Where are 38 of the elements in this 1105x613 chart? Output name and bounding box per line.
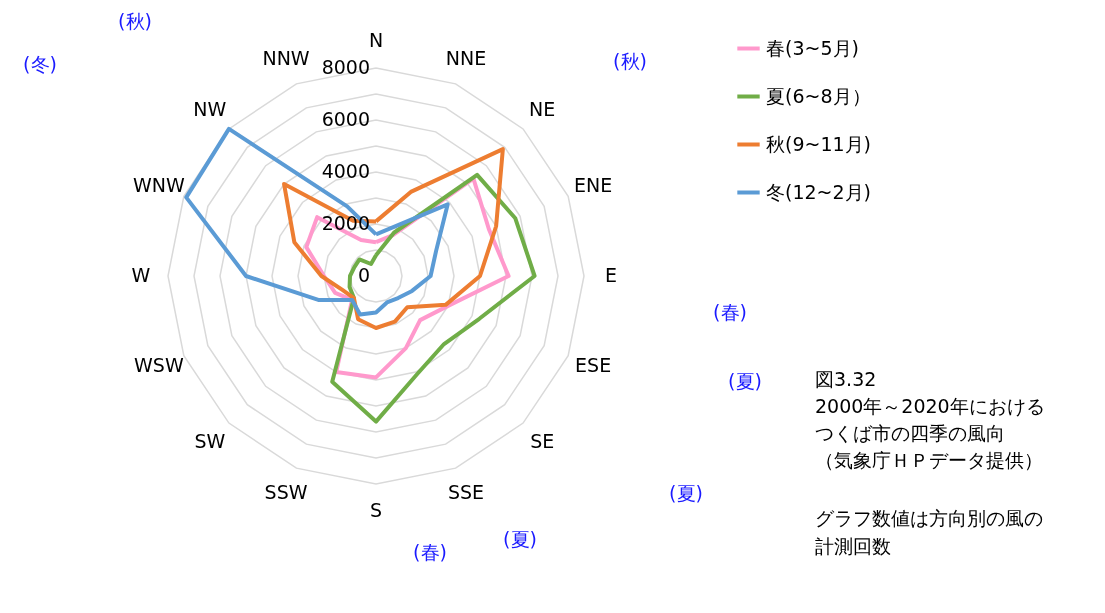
spoke-label: W <box>131 264 151 286</box>
spoke-label: NE <box>529 97 556 120</box>
text: つくば市の四季の風向 <box>815 422 1005 444</box>
text: (春) <box>713 301 747 323</box>
spoke-label: SSE <box>447 481 485 504</box>
spoke-label: NW <box>193 97 227 120</box>
text: 計測回数 <box>815 535 891 557</box>
text: グラフ数値は方向別の風の <box>815 507 1043 529</box>
text: 2000年～2020年における <box>815 395 1045 417</box>
text: (秋) <box>118 10 152 32</box>
legend-label: 秋(9~11月) <box>766 132 872 155</box>
legend-label: 夏(6~8月） <box>766 84 871 107</box>
spoke-label: NNE <box>445 46 487 69</box>
spoke-label: E <box>605 264 618 286</box>
spoke-label: S <box>369 499 383 522</box>
text: (夏) <box>503 528 537 550</box>
text: (春) <box>413 541 447 563</box>
y-tick-label: 6000 <box>321 108 370 130</box>
y-tick-label: 4000 <box>321 160 370 182</box>
text: (秋) <box>613 50 647 72</box>
y-tick-label: 0 <box>357 264 370 286</box>
y-tick-label: 8000 <box>321 56 370 78</box>
spoke-label: ESE <box>575 353 612 376</box>
spoke-label: SSW <box>264 481 308 504</box>
caption: 図3.32 <box>815 368 877 390</box>
spoke-label: WNW <box>132 174 185 197</box>
spoke-label: SW <box>194 430 226 453</box>
spoke-label: WSW <box>134 353 184 376</box>
spoke-label: N <box>368 28 384 51</box>
legend-label: 春(3~5月) <box>766 36 859 59</box>
spoke-label: NNW <box>262 46 310 69</box>
legend-label: 冬(12~2月) <box>766 180 872 203</box>
text: (夏) <box>669 482 703 504</box>
text: (夏) <box>728 370 762 392</box>
text: （気象庁ＨＰデータ提供） <box>815 449 1043 471</box>
spoke-label: ENE <box>574 174 613 197</box>
text: (冬) <box>23 53 57 75</box>
spoke-label: SE <box>530 430 555 453</box>
